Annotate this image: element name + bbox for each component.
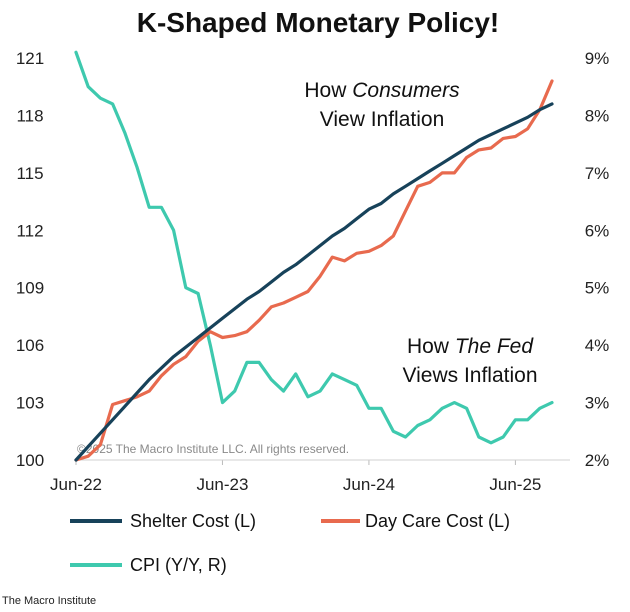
annotation-consumers-line2: View Inflation (320, 108, 445, 131)
y-left-tick-label: 118 (16, 106, 43, 125)
y-left-tick-label: 100 (16, 451, 44, 470)
y-left-tick-label: 112 (16, 221, 43, 240)
legend-label-cpi: CPI (Y/Y, R) (130, 555, 227, 575)
x-axis-ticks: Jun-22 Jun-23 Jun-24 Jun-25 (50, 460, 541, 494)
day-care-cost-line (74, 79, 554, 462)
y-left-tick-label: 109 (16, 279, 44, 298)
annotation-consumers-line1: How Consumers (304, 79, 460, 102)
annotation-consumers-emph: Consumers (352, 79, 460, 102)
chart-title: K-Shaped Monetary Policy! (137, 7, 500, 38)
y-right-tick-label: 5% (585, 279, 610, 298)
series-layer (74, 50, 554, 462)
x-tick-label: Jun-24 (343, 475, 395, 494)
legend-label-shelter: Shelter Cost (L) (130, 511, 256, 531)
y-right-tick-label: 2% (585, 451, 610, 470)
right-axis-ticks: 2% 3% 4% 5% 6% 7% 8% 9% (585, 49, 610, 470)
y-right-tick-label: 7% (585, 164, 610, 183)
y-right-tick-label: 6% (585, 221, 610, 240)
source-label: The Macro Institute (2, 595, 96, 607)
x-tick-label: Jun-23 (196, 475, 248, 494)
annotation-consumers-prefix: How (304, 79, 352, 102)
y-left-tick-label: 115 (16, 164, 43, 183)
shelter-cost-line (74, 102, 554, 462)
y-right-tick-label: 3% (585, 394, 610, 413)
x-tick-label: Jun-25 (489, 475, 541, 494)
annotation-fed-emph: The Fed (455, 335, 535, 358)
legend-label-daycare: Day Care Cost (L) (365, 511, 510, 531)
copyright-notice: ©2025 The Macro Institute LLC. All right… (77, 442, 349, 456)
y-left-tick-label: 106 (16, 336, 44, 355)
y-right-tick-label: 4% (585, 336, 610, 355)
y-left-tick-label: 121 (16, 49, 44, 68)
annotation-fed-line1: How The Fed (407, 335, 534, 358)
y-right-tick-label: 8% (585, 106, 610, 125)
cpi-line (74, 50, 554, 445)
y-right-tick-label: 9% (585, 49, 610, 68)
left-axis-ticks: 100 103 106 109 112 115 118 121 (16, 49, 44, 470)
legend: Shelter Cost (L) Day Care Cost (L) CPI (… (70, 511, 510, 575)
x-tick-label: Jun-22 (50, 475, 102, 494)
y-left-tick-label: 103 (16, 394, 44, 413)
annotation-fed-prefix: How (407, 335, 455, 358)
annotation-fed-line2: Views Inflation (402, 364, 537, 387)
